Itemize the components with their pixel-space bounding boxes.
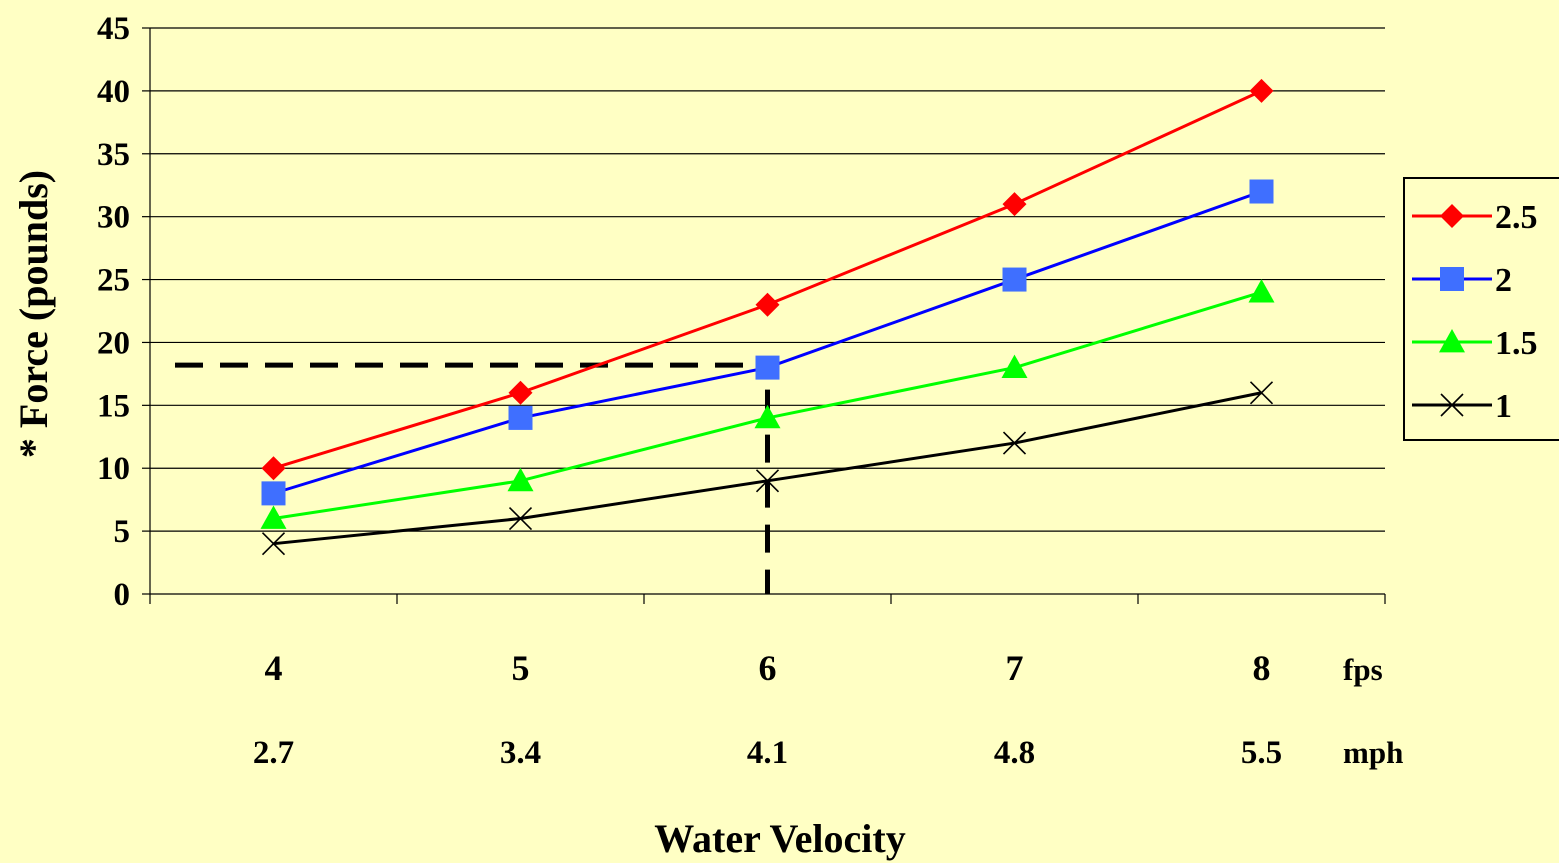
data-point <box>1440 204 1464 228</box>
x-tick-label: 7 <box>1006 648 1024 688</box>
data-point <box>261 481 286 506</box>
data-point <box>260 505 287 529</box>
legend-box <box>1403 177 1559 441</box>
data-point-stroke <box>1249 381 1274 405</box>
data-point <box>507 467 534 492</box>
data-point-stroke <box>261 532 286 556</box>
x-tick-label: 8 <box>1253 648 1271 688</box>
data-point-stroke <box>1002 431 1027 455</box>
y-tick-label: 40 <box>97 74 130 110</box>
data-point <box>508 380 533 405</box>
axes <box>142 27 1386 604</box>
data-point <box>508 506 533 531</box>
data-point <box>755 469 780 493</box>
x-tick-label: 4 <box>265 648 283 688</box>
x-unit-label-fps: fps <box>1343 652 1383 687</box>
data-point <box>508 405 533 430</box>
data-point <box>1002 431 1027 455</box>
data-point <box>754 404 781 429</box>
data-point <box>1002 267 1027 292</box>
data-point-stroke <box>1440 393 1464 417</box>
data-point <box>755 292 780 317</box>
x-secondary-tick-label: 5.5 <box>1241 735 1282 771</box>
data-point <box>1249 381 1274 405</box>
legend-label: 2.5 <box>1495 199 1538 236</box>
data-point <box>1248 279 1275 303</box>
data-point <box>261 532 286 556</box>
data-point <box>1440 393 1464 417</box>
y-tick-label: 20 <box>97 325 130 361</box>
data-point <box>1001 354 1028 378</box>
y-axis-title: * Force (pounds) <box>11 170 56 458</box>
series-layer <box>260 78 1275 556</box>
x-secondary-tick-label: 4.8 <box>994 735 1035 771</box>
x-secondary-tick-label: 3.4 <box>500 735 541 771</box>
y-tick-label: 0 <box>114 577 131 613</box>
y-tick-label: 15 <box>97 388 130 424</box>
y-tick-label: 25 <box>97 263 130 299</box>
data-point <box>1249 179 1274 204</box>
data-point <box>261 456 286 481</box>
data-point <box>1249 78 1274 103</box>
x-tick-labels: 4 5 6 7 8 2.7 3.4 4.1 4.8 5.5 <box>253 648 1282 771</box>
x-tick-label: 5 <box>512 648 530 688</box>
x-tick-label: 6 <box>759 648 777 688</box>
data-point-stroke <box>755 469 780 493</box>
y-tick-labels: 0 5 10 15 20 25 30 35 40 45 <box>97 11 130 613</box>
x-axis-title: Water Velocity <box>654 816 905 861</box>
legend-label: 2 <box>1495 262 1512 299</box>
data-point <box>1439 329 1465 353</box>
legend-label: 1.5 <box>1495 325 1538 362</box>
data-point-stroke <box>508 506 533 531</box>
annotations <box>175 362 770 594</box>
y-tick-label: 10 <box>97 451 130 487</box>
y-tick-label: 35 <box>97 137 130 173</box>
y-tick-label: 45 <box>97 11 130 47</box>
x-secondary-tick-label: 4.1 <box>747 735 788 771</box>
data-point <box>1440 267 1464 291</box>
data-point <box>1002 192 1027 217</box>
x-unit-label-mph: mph <box>1343 735 1403 770</box>
y-tick-label: 5 <box>114 514 131 550</box>
legend: 2.5 2 1.5 1 <box>1403 177 1559 441</box>
data-point <box>755 355 780 380</box>
x-secondary-tick-label: 2.7 <box>253 735 294 771</box>
y-tick-label: 30 <box>97 200 130 236</box>
legend-label: 1 <box>1495 388 1512 425</box>
